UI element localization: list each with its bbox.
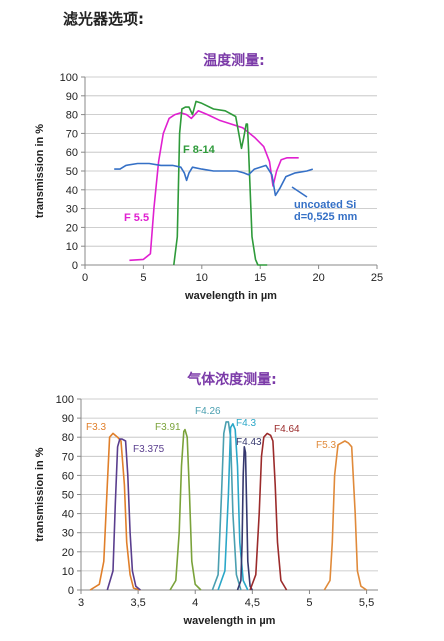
series-label: d=0,525 mm — [294, 211, 358, 223]
y-axis-label: transmission in % — [34, 124, 46, 218]
y-tick-label: 40 — [62, 509, 74, 521]
x-tick-label: 3 — [78, 597, 84, 609]
y-tick-label: 20 — [62, 547, 74, 559]
series-label: F4.64 — [274, 424, 300, 435]
x-tick-label: 4 — [192, 597, 198, 609]
x-axis-label: wavelength in µm — [183, 615, 276, 627]
y-tick-label: 80 — [62, 432, 74, 444]
series-label: F3.91 — [155, 422, 181, 433]
x-tick-label: 25 — [371, 272, 383, 284]
chart-2: 0 10 20 30 40 50 60 70 80 90 100 3 3,5 4 4,5 5 5,5 wavele… — [34, 394, 378, 627]
series-label: uncoated Si — [294, 199, 356, 211]
series-line-f3-3 — [89, 432, 141, 591]
y-tick-label: 70 — [62, 451, 74, 463]
series-label: F3.375 — [133, 444, 165, 455]
temperature-chart-title: 温度测量: — [203, 53, 265, 69]
series-line-f3-375 — [106, 438, 141, 591]
y-tick-label: 30 — [66, 204, 78, 216]
series-label: F3.3 — [86, 422, 106, 433]
y-tick-label: 60 — [62, 470, 74, 482]
x-tick-label: 3,5 — [130, 597, 145, 609]
y-tick-label: 50 — [62, 490, 74, 502]
x-tick-label: 5,5 — [359, 597, 374, 609]
y-tick-label: 70 — [66, 128, 78, 140]
series-line-f-8-14 — [173, 100, 268, 266]
y-tick-label: 10 — [62, 566, 74, 578]
y-tick-label: 90 — [66, 91, 78, 103]
x-tick-label: 0 — [82, 272, 88, 284]
series-label: F 8-14 — [183, 144, 216, 156]
series-label: F4.3 — [236, 418, 256, 429]
x-axis-label: wavelength in µm — [184, 290, 277, 302]
series-line-f4-43 — [236, 446, 253, 591]
x-tick-label: 15 — [254, 272, 266, 284]
gas-chart-title: 气体浓度测量: — [187, 372, 277, 388]
chart-1: 0 10 20 30 40 50 60 70 80 90 100 0 5 10 15 20 25 waveleng… — [34, 72, 383, 302]
y-tick-label: 60 — [66, 147, 78, 159]
y-tick-label: 90 — [62, 413, 74, 425]
series-label: F5.3 — [316, 440, 336, 451]
x-tick-label: 5 — [140, 272, 146, 284]
y-tick-label: 80 — [66, 110, 78, 122]
x-tick-label: 5 — [306, 597, 312, 609]
y-axis-label: transmission in % — [34, 447, 46, 541]
series-line-f5-3 — [323, 440, 368, 591]
y-tick-label: 30 — [62, 528, 74, 540]
y-tick-label: 10 — [66, 241, 78, 253]
x-tick-label: 20 — [312, 272, 324, 284]
page-heading: 滤光器选项: — [63, 10, 144, 28]
series-label: F4.43 — [236, 437, 262, 448]
y-tick-label: 40 — [66, 185, 78, 197]
x-tick-label: 4,5 — [245, 597, 260, 609]
y-tick-label: 100 — [56, 394, 74, 406]
y-tick-label: 100 — [60, 72, 78, 84]
series-label-pointer — [291, 186, 308, 198]
y-tick-label: 20 — [66, 222, 78, 234]
series-line-f4-64 — [249, 432, 288, 591]
series-line-f-5-5 — [129, 110, 299, 262]
x-tick-label: 10 — [196, 272, 208, 284]
series-label: F 5.5 — [124, 212, 149, 224]
series-line-uncoated-si — [114, 162, 314, 197]
y-tick-label: 50 — [66, 166, 78, 178]
series-label: F4.26 — [195, 406, 221, 417]
y-tick-label: 0 — [68, 585, 74, 597]
y-tick-label: 0 — [72, 260, 78, 272]
series-line-f4-26 — [211, 421, 242, 591]
series-line-f3-91 — [169, 428, 202, 591]
